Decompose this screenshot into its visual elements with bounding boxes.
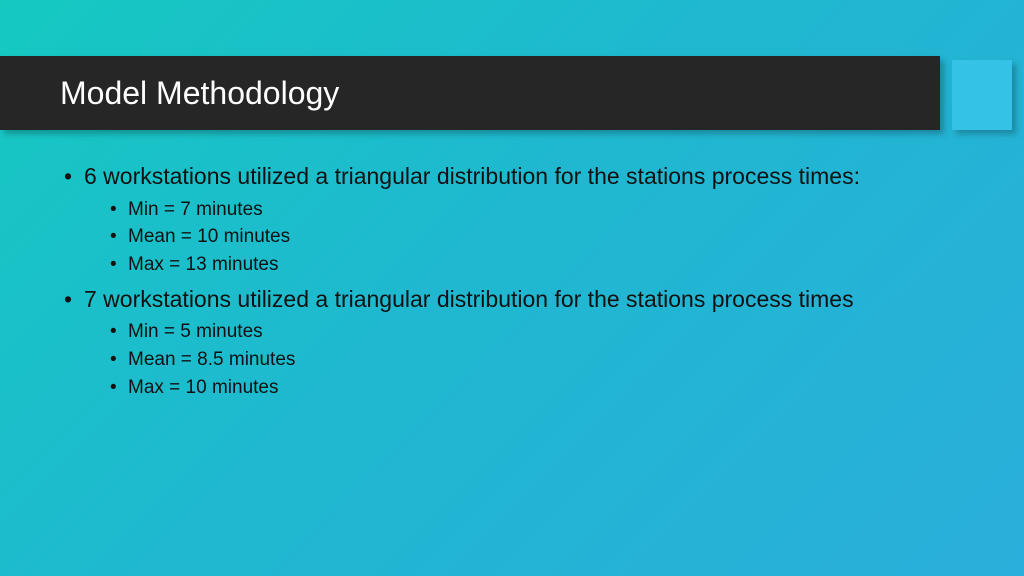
list-item: 6 workstations utilized a triangular dis… <box>60 162 880 279</box>
list-item: Mean = 10 minutes <box>84 223 880 251</box>
bullet-text: 7 workstations utilized a triangular dis… <box>84 286 854 312</box>
slide-title: Model Methodology <box>60 75 339 112</box>
bullet-list: 6 workstations utilized a triangular dis… <box>60 162 880 401</box>
accent-block <box>952 60 1012 130</box>
list-item: Min = 7 minutes <box>84 196 880 224</box>
sub-bullet-list: Min = 7 minutes Mean = 10 minutes Max = … <box>84 196 880 279</box>
list-item: Max = 13 minutes <box>84 251 880 279</box>
list-item: Max = 10 minutes <box>84 374 880 402</box>
list-item: 7 workstations utilized a triangular dis… <box>60 285 880 402</box>
list-item: Mean = 8.5 minutes <box>84 346 880 374</box>
list-item: Min = 5 minutes <box>84 318 880 346</box>
slide-content: 6 workstations utilized a triangular dis… <box>60 162 880 407</box>
bullet-text: 6 workstations utilized a triangular dis… <box>84 163 860 189</box>
title-bar: Model Methodology <box>0 56 940 130</box>
sub-bullet-list: Min = 5 minutes Mean = 8.5 minutes Max =… <box>84 318 880 401</box>
